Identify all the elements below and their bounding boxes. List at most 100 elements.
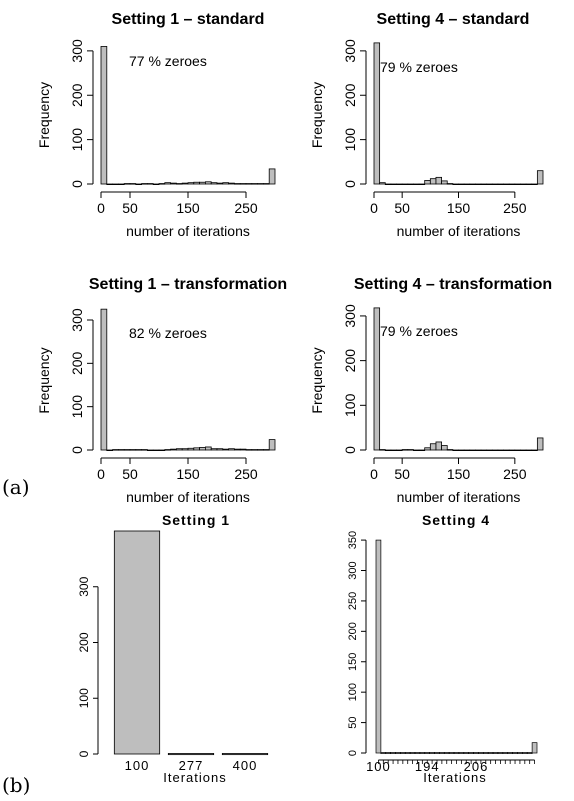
y-tick-label: 300 bbox=[77, 576, 91, 596]
histogram-bar bbox=[187, 447, 195, 451]
histogram-bar bbox=[129, 183, 137, 185]
x-tick-label: 100 bbox=[366, 759, 391, 774]
histogram-bar bbox=[152, 449, 160, 452]
histogram-bar bbox=[458, 183, 465, 186]
histogram-bar bbox=[251, 449, 259, 451]
histogram-bar bbox=[531, 183, 538, 186]
y-axis-label: Frequency bbox=[36, 347, 52, 413]
bar bbox=[404, 752, 411, 754]
y-tick-label: 100 bbox=[342, 393, 358, 417]
y-tick-label: 100 bbox=[69, 128, 85, 152]
histogram-bar bbox=[486, 449, 493, 452]
histogram-bar bbox=[508, 449, 516, 452]
histogram-bar bbox=[452, 449, 459, 452]
histogram-bar bbox=[106, 183, 114, 186]
y-axis-label: Frequency bbox=[36, 82, 52, 148]
y-tick-label: 200 bbox=[77, 632, 91, 652]
histogram-bar bbox=[514, 183, 521, 186]
histogram-bar bbox=[514, 449, 521, 452]
bar bbox=[492, 752, 499, 754]
histogram-bar bbox=[210, 182, 218, 185]
histogram-bar bbox=[158, 449, 166, 452]
x-tick-label: 0 bbox=[370, 466, 378, 482]
histogram-bar bbox=[463, 449, 471, 452]
x-tick-label: 250 bbox=[503, 466, 527, 482]
histogram-bar bbox=[118, 449, 125, 451]
x-tick-label: 206 bbox=[464, 759, 489, 774]
histogram-bar bbox=[531, 449, 538, 452]
histogram-bar bbox=[480, 449, 488, 452]
histogram-bar bbox=[390, 449, 397, 452]
x-tick-label: 50 bbox=[122, 200, 138, 216]
histogram-bar bbox=[106, 449, 114, 452]
x-tick-label: 0 bbox=[370, 200, 378, 216]
y-tick-label: 300 bbox=[342, 304, 358, 328]
x-axis-label: number of iterations bbox=[397, 223, 521, 239]
y-tick-label: 0 bbox=[347, 750, 359, 756]
panel-label-b: (b) bbox=[2, 773, 30, 797]
histogram-bar bbox=[239, 448, 247, 451]
histogram-bar bbox=[429, 178, 437, 185]
bar bbox=[507, 752, 513, 754]
x-tick-label: 150 bbox=[447, 466, 471, 482]
histogram-bar bbox=[175, 448, 183, 451]
histogram-bar bbox=[379, 449, 386, 451]
histogram-bar bbox=[268, 439, 276, 451]
histogram-bar bbox=[474, 183, 482, 186]
bar bbox=[429, 752, 435, 754]
x-tick-label: 0 bbox=[97, 200, 105, 216]
histogram-bar bbox=[441, 180, 448, 185]
y-tick-label: 300 bbox=[342, 39, 358, 63]
bar bbox=[167, 753, 215, 756]
bar bbox=[502, 752, 509, 754]
y-axis-label: Frequency bbox=[309, 347, 325, 413]
histogram-bar bbox=[187, 182, 195, 185]
chart-title: Setting 4 – standard bbox=[377, 11, 530, 28]
histogram-bar bbox=[520, 183, 527, 186]
x-tick-label: 50 bbox=[122, 466, 138, 482]
x-axis-label: number of iterations bbox=[126, 489, 250, 505]
histogram-bar bbox=[175, 183, 183, 185]
histogram-bar bbox=[446, 183, 454, 185]
x-axis-label: number of iterations bbox=[397, 489, 521, 505]
x-tick-label: 150 bbox=[176, 466, 200, 482]
y-tick-label: 200 bbox=[69, 83, 85, 107]
histogram-bar bbox=[164, 182, 172, 185]
histogram-bar bbox=[520, 449, 527, 452]
histogram-bar bbox=[441, 445, 448, 451]
bar bbox=[400, 752, 406, 754]
histogram-bar bbox=[245, 449, 253, 451]
y-tick-label: 100 bbox=[77, 688, 91, 708]
x-tick-label: 150 bbox=[447, 200, 471, 216]
histogram-bar bbox=[199, 446, 206, 451]
histogram-bar bbox=[100, 46, 108, 185]
histogram-bar bbox=[474, 449, 482, 452]
y-tick-label: 250 bbox=[347, 592, 359, 610]
zeroes-annotation: 79 % zeroes bbox=[380, 59, 458, 75]
histogram-bar bbox=[424, 447, 431, 451]
charts-group: Setting 1 – standard 77 % zeroes 0 100 200 30… bbox=[36, 11, 552, 785]
histogram-bar bbox=[135, 183, 143, 186]
bar bbox=[517, 752, 523, 754]
bar bbox=[395, 752, 401, 754]
bar bbox=[439, 752, 445, 754]
bar bbox=[497, 752, 504, 754]
histogram-bar bbox=[135, 449, 143, 451]
y-tick-label: 200 bbox=[347, 622, 359, 640]
bar bbox=[390, 752, 396, 754]
chart-title: Setting 4 bbox=[422, 512, 490, 528]
histogram-bar bbox=[536, 437, 544, 451]
histogram-bar bbox=[100, 308, 108, 451]
bar bbox=[522, 752, 528, 754]
x-axis-label: number of iterations bbox=[126, 223, 250, 239]
histogram-bar bbox=[158, 183, 166, 185]
histogram-bar bbox=[503, 449, 510, 452]
histogram-bar bbox=[193, 181, 201, 185]
histogram-bar bbox=[407, 183, 414, 186]
y-tick-label: 100 bbox=[347, 683, 359, 701]
histogram-bar bbox=[146, 449, 154, 452]
histogram-bar bbox=[181, 182, 189, 185]
x-axis-label: Iterations bbox=[163, 770, 226, 785]
histogram-bar bbox=[491, 183, 499, 186]
histogram-bar bbox=[118, 183, 125, 186]
